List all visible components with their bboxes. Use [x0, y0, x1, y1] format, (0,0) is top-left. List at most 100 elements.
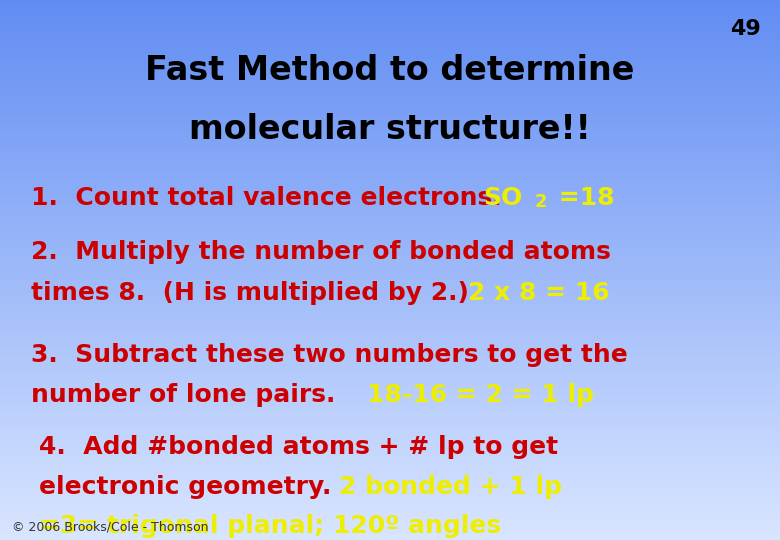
Bar [0, 332, 780, 335]
Bar [0, 132, 780, 135]
Bar [0, 475, 780, 478]
Bar [0, 73, 780, 76]
Bar [0, 364, 780, 367]
Bar [0, 432, 780, 435]
Bar [0, 262, 780, 265]
Bar [0, 338, 780, 340]
Bar [0, 518, 780, 521]
Bar [0, 281, 780, 284]
Bar [0, 451, 780, 454]
Bar [0, 286, 780, 289]
Bar [0, 238, 780, 240]
Bar [0, 0, 780, 3]
Bar [0, 94, 780, 97]
Bar [0, 491, 780, 494]
Text: 18-16 = 2 = 1 lp: 18-16 = 2 = 1 lp [367, 383, 594, 407]
Bar [0, 14, 780, 16]
Text: times 8.  (H is multiplied by 2.): times 8. (H is multiplied by 2.) [31, 281, 487, 305]
Text: © 2006 Brooks/Cole - Thomson: © 2006 Brooks/Cole - Thomson [12, 521, 208, 534]
Text: SO: SO [484, 186, 523, 210]
Bar [0, 105, 780, 108]
Bar [0, 443, 780, 445]
Bar [0, 68, 780, 70]
Bar [0, 313, 780, 316]
Bar [0, 259, 780, 262]
Bar [0, 394, 780, 397]
Bar [0, 516, 780, 518]
Bar [0, 537, 780, 540]
Bar [0, 302, 780, 305]
Bar [0, 157, 780, 159]
Bar [0, 97, 780, 100]
Bar [0, 43, 780, 46]
Bar [0, 170, 780, 173]
Bar [0, 205, 780, 208]
Bar [0, 22, 780, 24]
Text: 3.  Subtract these two numbers to get the: 3. Subtract these two numbers to get the [31, 343, 628, 367]
Bar [0, 27, 780, 30]
Bar [0, 32, 780, 35]
Bar [0, 127, 780, 130]
Bar [0, 151, 780, 154]
Bar [0, 65, 780, 68]
Bar [0, 408, 780, 410]
Bar [0, 40, 780, 43]
Bar [0, 489, 780, 491]
Bar [0, 81, 780, 84]
Bar [0, 124, 780, 127]
Bar [0, 467, 780, 470]
Bar [0, 89, 780, 92]
Bar [0, 130, 780, 132]
Bar [0, 424, 780, 427]
Text: 2: 2 [534, 193, 547, 211]
Bar [0, 343, 780, 346]
Bar [0, 435, 780, 437]
Bar [0, 354, 780, 356]
Bar [0, 356, 780, 359]
Bar [0, 472, 780, 475]
Bar [0, 321, 780, 324]
Bar [0, 235, 780, 238]
Bar [0, 38, 780, 40]
Bar [0, 386, 780, 389]
Bar [0, 478, 780, 481]
Text: 2.  Multiply the number of bonded atoms: 2. Multiply the number of bonded atoms [31, 240, 611, 264]
Bar [0, 78, 780, 81]
Bar [0, 362, 780, 364]
Bar [0, 410, 780, 413]
Text: electronic geometry.: electronic geometry. [39, 475, 349, 499]
Bar [0, 292, 780, 294]
Text: =18: =18 [550, 186, 615, 210]
Bar [0, 483, 780, 486]
Text: number of lone pairs.: number of lone pairs. [31, 383, 353, 407]
Bar [0, 143, 780, 146]
Bar [0, 148, 780, 151]
Bar [0, 11, 780, 14]
Bar [0, 470, 780, 472]
Bar [0, 162, 780, 165]
Bar [0, 256, 780, 259]
Bar [0, 254, 780, 256]
Bar [0, 138, 780, 140]
Bar [0, 310, 780, 313]
Bar [0, 176, 780, 178]
Bar [0, 84, 780, 86]
Bar [0, 335, 780, 338]
Bar [0, 524, 780, 526]
Text: 2 x 8 = 16: 2 x 8 = 16 [468, 281, 610, 305]
Bar [0, 216, 780, 219]
Bar [0, 389, 780, 392]
Bar [0, 421, 780, 424]
Bar [0, 348, 780, 351]
Bar [0, 351, 780, 354]
Bar [0, 197, 780, 200]
Bar [0, 167, 780, 170]
Bar [0, 416, 780, 418]
Text: 49: 49 [730, 19, 760, 39]
Bar [0, 146, 780, 148]
Bar [0, 446, 780, 448]
Bar [0, 111, 780, 113]
Bar [0, 370, 780, 373]
Bar [0, 392, 780, 394]
Bar [0, 429, 780, 432]
